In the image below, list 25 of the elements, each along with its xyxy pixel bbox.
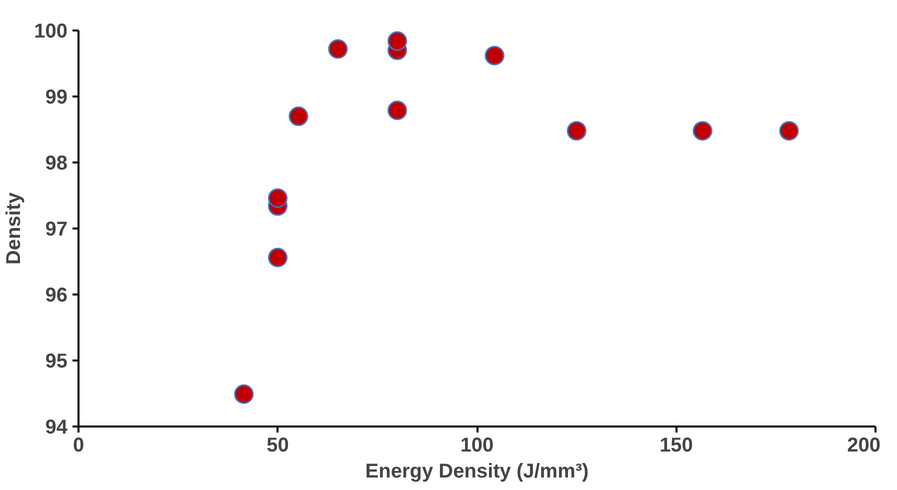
point bbox=[234, 384, 254, 404]
x-tick-label: 0 bbox=[72, 434, 84, 456]
point bbox=[566, 121, 586, 141]
point bbox=[484, 46, 504, 66]
y-tick-label: 100 bbox=[34, 20, 68, 42]
point bbox=[268, 248, 288, 268]
y-tick-label: 97 bbox=[45, 218, 68, 240]
point bbox=[692, 121, 712, 141]
y-tick-label: 98 bbox=[45, 152, 68, 174]
point bbox=[388, 100, 408, 120]
x-tick-label: 50 bbox=[266, 434, 289, 456]
x-tick-label: 150 bbox=[660, 434, 693, 456]
point bbox=[779, 121, 799, 141]
point bbox=[388, 31, 408, 51]
y-tick-label: 94 bbox=[45, 416, 68, 438]
y-tick-label: 96 bbox=[45, 284, 68, 306]
y-tick-label: 99 bbox=[45, 86, 68, 108]
point bbox=[268, 188, 288, 208]
point bbox=[328, 39, 348, 59]
x-tick-label: 100 bbox=[460, 434, 494, 456]
point bbox=[288, 106, 308, 126]
x-tick-label: 200 bbox=[847, 434, 881, 456]
y-tick-label: 95 bbox=[45, 350, 68, 372]
x-axis-title: Energy Density (J/mm³) bbox=[365, 460, 589, 482]
y-axis-title: Density bbox=[3, 192, 26, 265]
